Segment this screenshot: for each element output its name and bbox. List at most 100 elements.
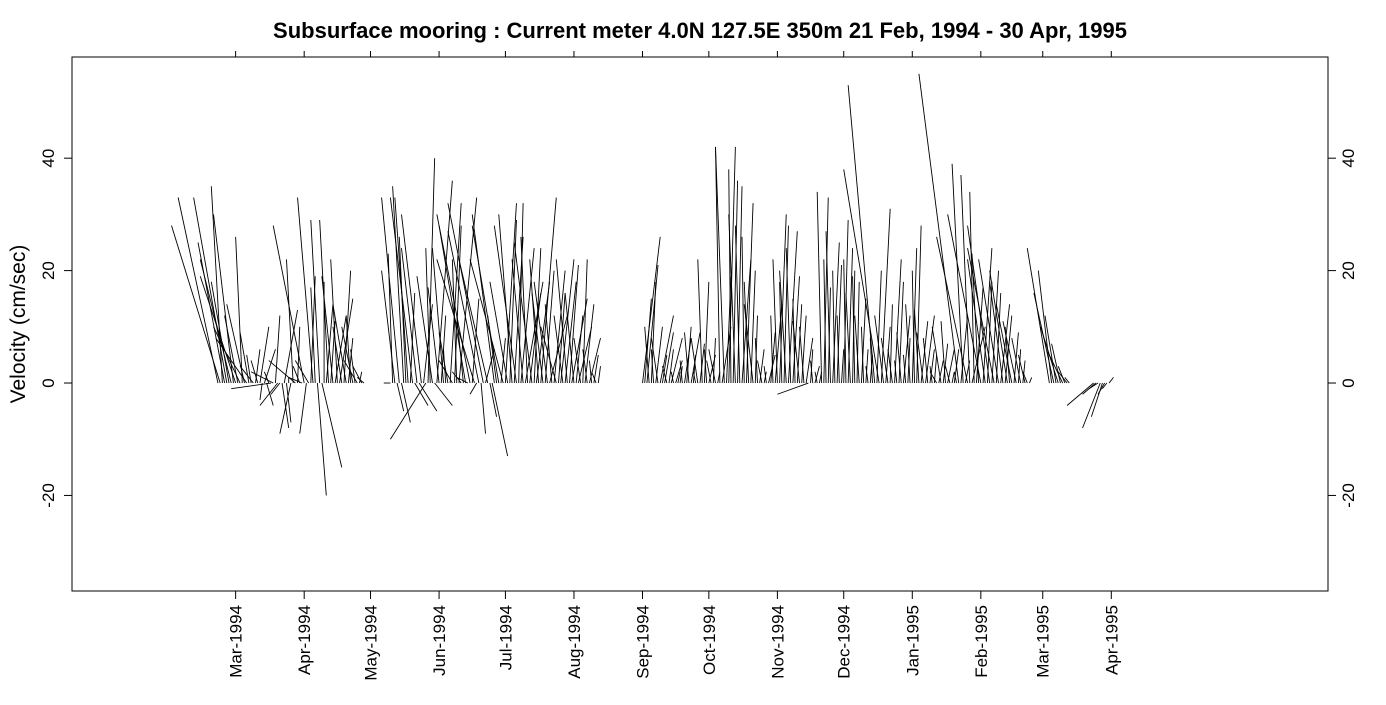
velocity-stick <box>852 276 856 384</box>
x-tick-label: Apr-1994 <box>295 605 314 675</box>
velocity-stick <box>951 163 964 384</box>
y-axis-right: -20 0 20 40 <box>1328 149 1358 508</box>
velocity-stick <box>582 259 588 384</box>
y-tick-label-left: -20 <box>39 483 58 508</box>
velocity-stick <box>743 304 754 384</box>
velocity-stick <box>823 259 827 384</box>
velocity-stick <box>288 376 303 384</box>
velocity-stick <box>321 276 334 384</box>
velocity-stick <box>679 360 683 384</box>
velocity-stick <box>199 259 232 384</box>
velocity-stick <box>177 197 219 384</box>
velocity-stick <box>967 259 986 384</box>
x-tick-label: Mar-1994 <box>227 605 246 678</box>
velocity-stick <box>504 203 517 384</box>
velocity-stick <box>480 382 486 434</box>
velocity-stick <box>597 366 601 384</box>
velocity-stick <box>1108 377 1114 384</box>
velocity-stick <box>513 242 533 384</box>
velocity-stick <box>438 332 449 384</box>
velocity-stick <box>533 248 542 384</box>
velocity-stick <box>224 315 239 384</box>
velocity-stick <box>847 248 854 384</box>
velocity-stick <box>381 197 400 384</box>
velocity-stick <box>686 326 692 384</box>
velocity-stick <box>259 326 270 384</box>
velocity-stick <box>431 248 444 384</box>
velocity-stick <box>836 315 840 384</box>
velocity-stick <box>1004 315 1013 384</box>
x-tick-label: Oct-1994 <box>700 605 719 675</box>
velocity-stick <box>880 337 889 384</box>
velocity-stick <box>832 270 836 384</box>
velocity-stick <box>792 298 796 384</box>
velocity-stick <box>810 360 814 384</box>
velocity-stick <box>644 326 650 384</box>
velocity-stick <box>960 175 971 384</box>
velocity-stick <box>777 382 809 395</box>
velocity-stick <box>1040 326 1059 384</box>
velocity-stick <box>263 349 276 384</box>
velocity-stick <box>942 343 949 384</box>
velocity-stick <box>754 315 758 384</box>
velocity-stick <box>1102 382 1108 389</box>
velocity-stick <box>1088 382 1099 390</box>
velocity-stick <box>1044 315 1057 384</box>
velocity-stick <box>860 298 867 384</box>
velocity-stick <box>650 349 655 384</box>
velocity-stick <box>471 225 500 384</box>
velocity-stick <box>489 382 498 417</box>
velocity-stick <box>1029 377 1033 384</box>
velocity-stick <box>836 264 842 384</box>
velocity-stick <box>531 293 544 384</box>
velocity-stick <box>865 366 869 384</box>
velocity-stick <box>332 304 347 384</box>
velocity-stick <box>763 366 767 384</box>
velocity-stick <box>843 169 880 384</box>
velocity-stick <box>447 203 484 384</box>
velocity-stick <box>286 382 292 423</box>
velocity-stick <box>825 231 831 384</box>
velocity-stick <box>715 146 721 384</box>
velocity-stick <box>330 259 338 384</box>
velocity-stick <box>274 315 281 384</box>
velocity-stick <box>951 371 955 384</box>
y-tick-label-left: 40 <box>39 149 58 168</box>
x-tick-label: Nov-1994 <box>768 605 787 679</box>
velocity-stick <box>332 326 343 384</box>
velocity-stick <box>1000 304 1011 384</box>
velocity-stick <box>869 338 873 384</box>
velocity-stick <box>995 293 1002 384</box>
velocity-stick <box>259 382 279 406</box>
velocity-stick <box>843 259 847 384</box>
velocity-stick <box>728 214 736 384</box>
x-axis-top-ticks <box>235 51 1112 57</box>
velocity-stick <box>449 203 462 384</box>
velocity-stick <box>703 349 708 384</box>
velocity-stick <box>916 332 924 384</box>
velocity-stick <box>270 382 281 395</box>
velocity-stick <box>661 354 668 384</box>
velocity-stick <box>489 281 509 384</box>
velocity-stick <box>642 236 661 384</box>
velocity-stick <box>814 371 818 384</box>
y-tick-label-right: 40 <box>1339 149 1358 168</box>
velocity-stick <box>434 382 453 406</box>
x-tick-label: Aug-1994 <box>565 605 584 679</box>
velocity-stick <box>1011 337 1022 384</box>
velocity-stick <box>945 366 951 384</box>
x-tick-label: Jun-1994 <box>430 605 449 676</box>
velocity-stick <box>250 360 259 384</box>
velocity-stick <box>392 186 405 384</box>
velocity-stick <box>692 371 697 384</box>
velocity-stick <box>456 376 469 384</box>
velocity-stick <box>390 382 427 440</box>
velocity-stick <box>401 382 411 423</box>
velocity-stick <box>668 349 674 384</box>
velocity-stick <box>792 321 800 384</box>
velocity-stick <box>347 338 354 384</box>
velocity-stick <box>938 360 944 384</box>
velocity-stick <box>199 276 237 384</box>
velocity-stick <box>697 259 703 384</box>
